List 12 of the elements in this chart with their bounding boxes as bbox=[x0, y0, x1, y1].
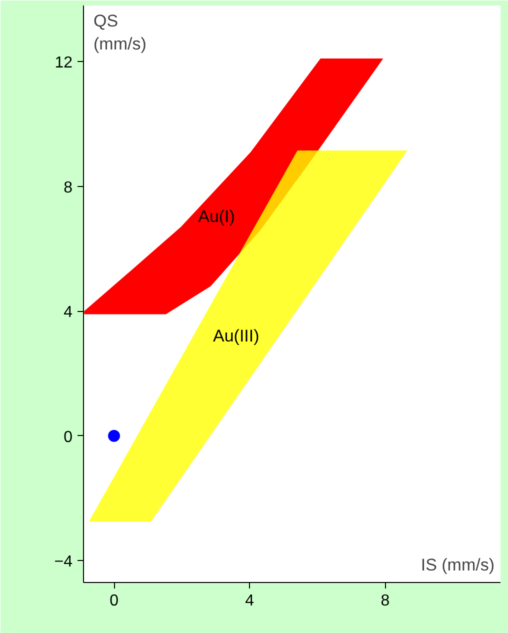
y-tick-label: 12 bbox=[54, 54, 73, 72]
y-tick-label: 4 bbox=[64, 304, 73, 322]
y-axis-title: QS (mm/s) bbox=[94, 12, 146, 54]
y-tick-label: 8 bbox=[64, 179, 73, 196]
y-tick-label: −4 bbox=[54, 554, 73, 571]
series-label: Au(III) bbox=[213, 326, 260, 346]
y-tick-label: 0 bbox=[64, 428, 73, 446]
series-label: Au(I) bbox=[198, 207, 235, 226]
x-tick-label: 8 bbox=[380, 592, 390, 610]
x-axis-title: IS (mm/s) bbox=[420, 556, 495, 574]
x-tick-label: 0 bbox=[110, 592, 119, 610]
x-tick-label: 4 bbox=[245, 592, 254, 610]
